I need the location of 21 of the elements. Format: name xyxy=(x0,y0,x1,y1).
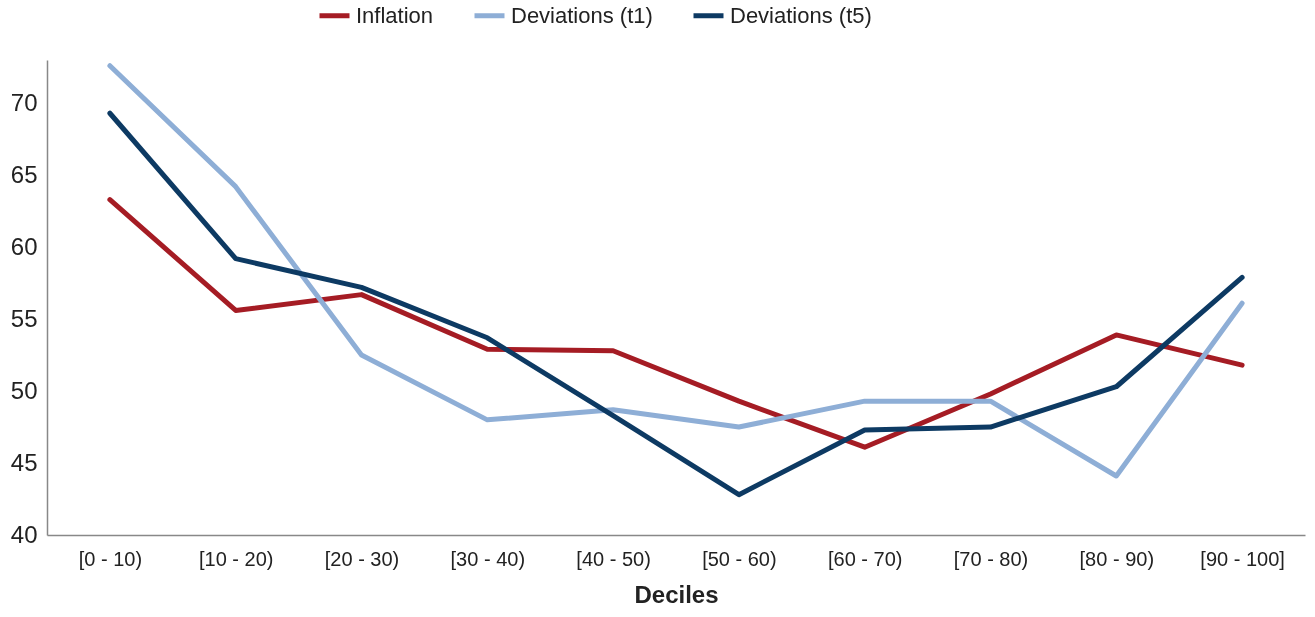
x-tick-label: [20 - 30) xyxy=(324,547,400,570)
y-tick-label: 70 xyxy=(10,88,38,116)
x-tick-label: [0 - 10) xyxy=(78,547,143,570)
y-tick-label: 50 xyxy=(10,376,38,404)
x-tick-label: [50 - 60) xyxy=(702,547,777,570)
y-tick-label: 45 xyxy=(10,448,38,476)
y-tick-label: 40 xyxy=(10,520,38,548)
x-tick-label: [60 - 70) xyxy=(827,547,903,570)
legend-label: Inflation xyxy=(356,2,434,28)
x-tick-label: [90 - 100] xyxy=(1200,547,1285,570)
x-tick-label: [40 - 50) xyxy=(576,547,651,570)
x-axis-title: Deciles xyxy=(634,580,719,608)
legend-label: Deviations (t5) xyxy=(730,2,872,28)
y-tick-label: 60 xyxy=(10,232,38,260)
x-tick-label: [70 - 80) xyxy=(953,547,1029,570)
x-tick-label: [10 - 20) xyxy=(198,547,274,570)
legend-label: Deviations (t1) xyxy=(511,2,653,28)
y-tick-label: 65 xyxy=(10,160,38,188)
x-tick-label: [80 - 90) xyxy=(1079,547,1155,570)
y-tick-label: 55 xyxy=(10,304,38,332)
x-tick-label: [30 - 40) xyxy=(450,547,526,570)
